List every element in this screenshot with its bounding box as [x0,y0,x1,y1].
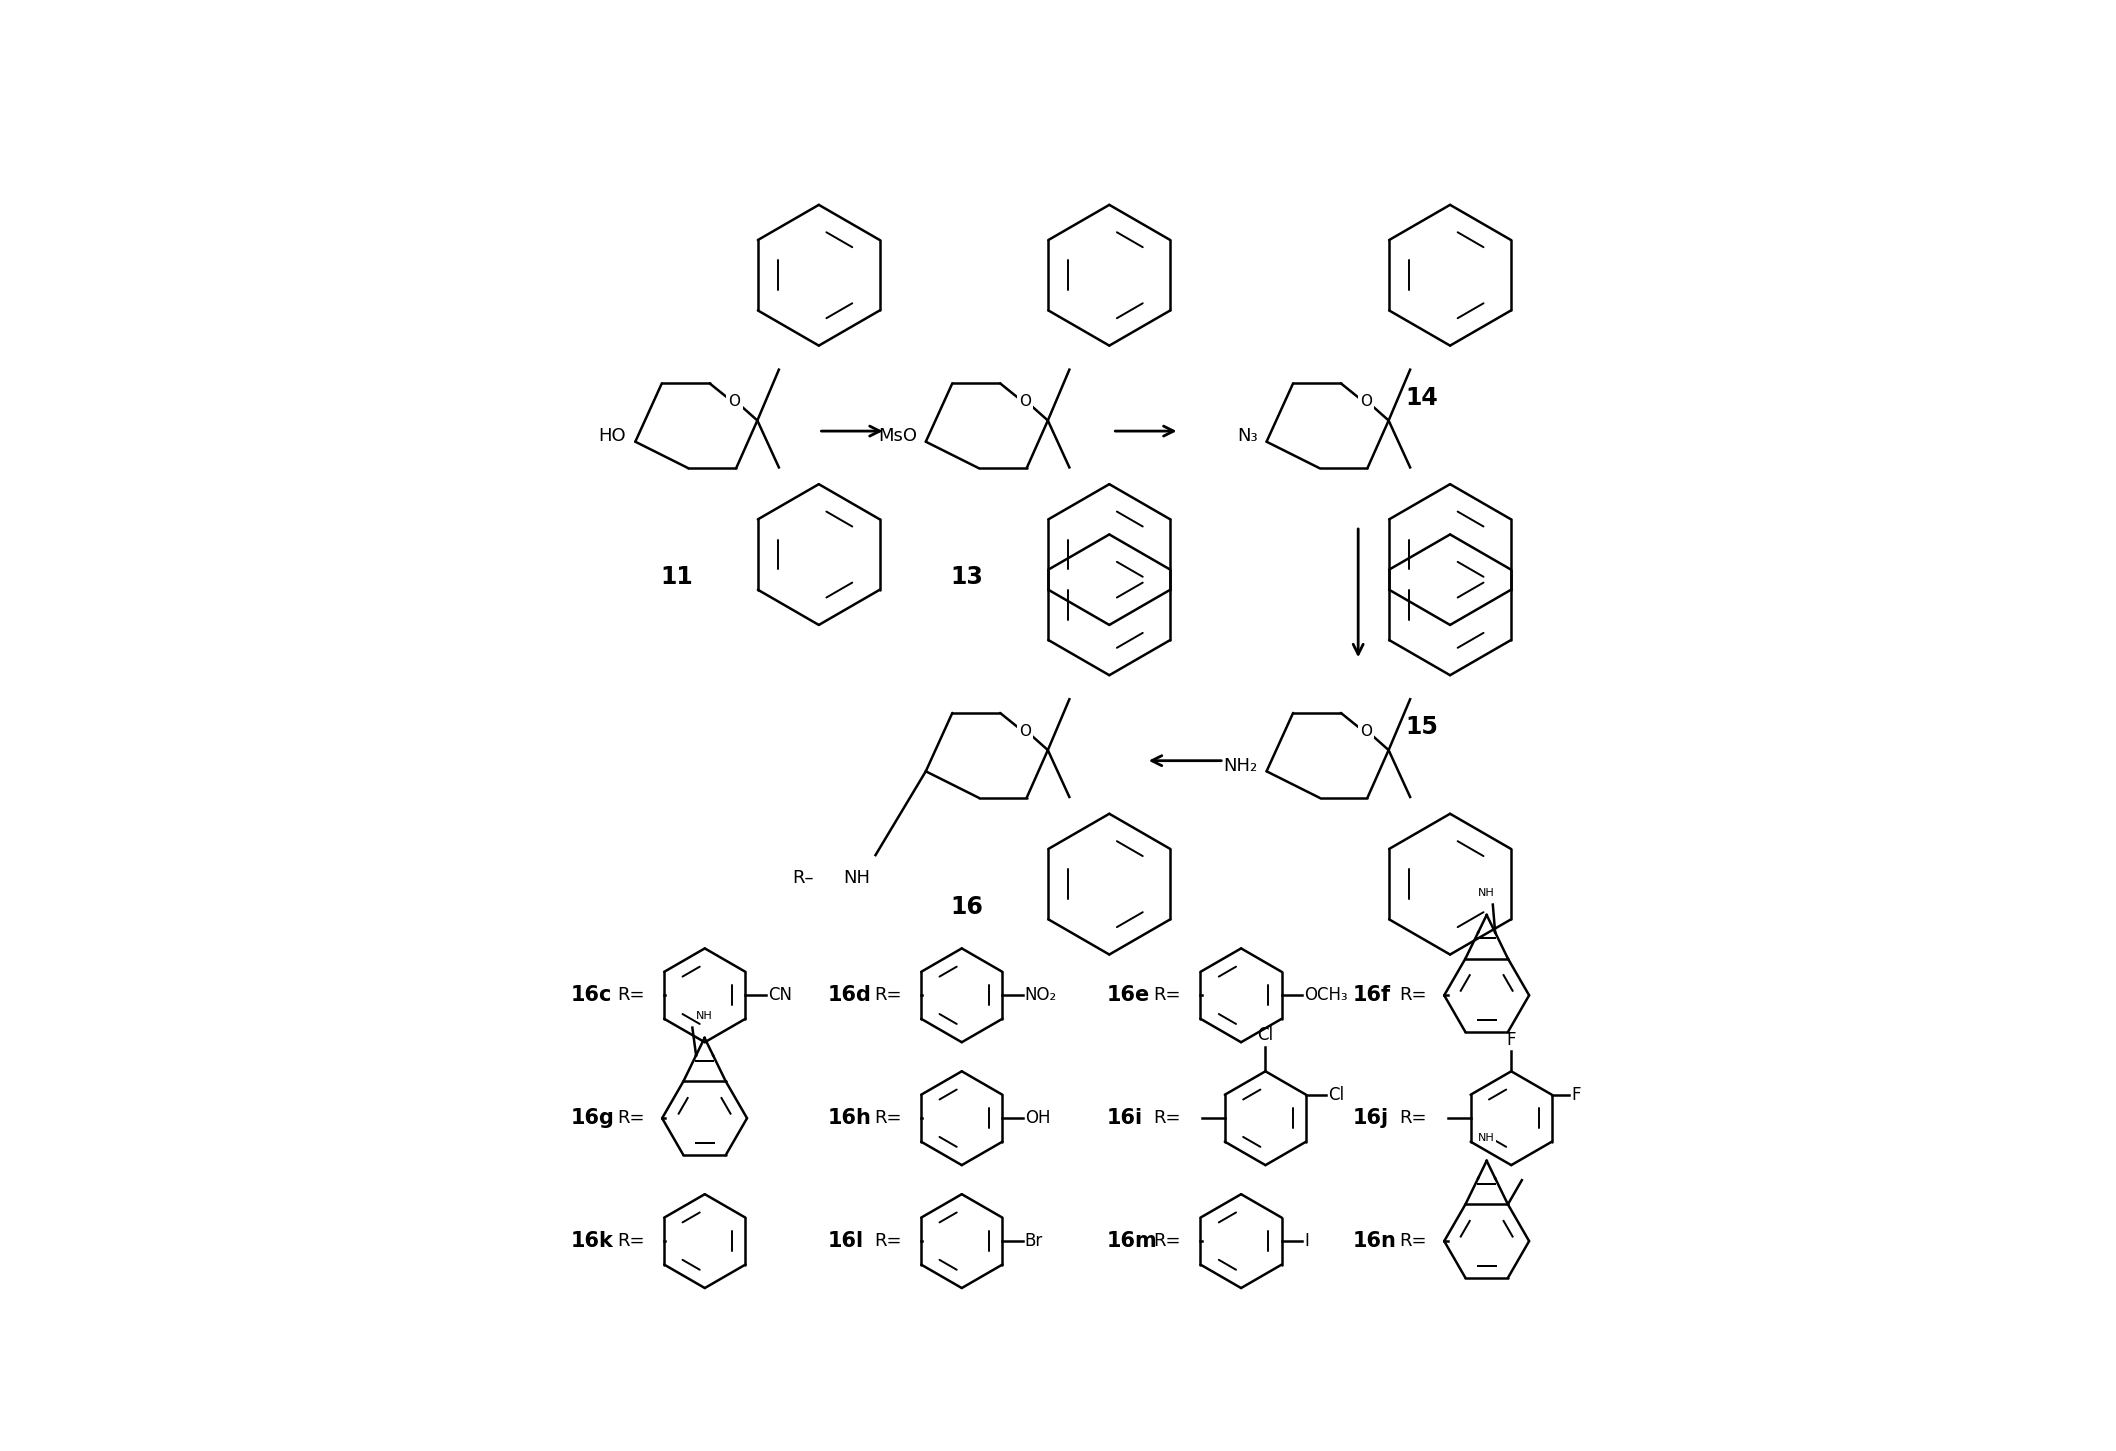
Text: I: I [1303,1232,1310,1251]
Text: R=: R= [618,1232,645,1251]
Text: NH₂: NH₂ [1223,757,1257,775]
Text: R=: R= [1153,1232,1181,1251]
Text: Cl: Cl [1329,1085,1344,1104]
Text: NH: NH [696,1010,713,1020]
Text: R=: R= [1153,987,1181,1004]
Text: Br: Br [1024,1232,1043,1251]
Text: R=: R= [1399,987,1426,1004]
Text: Cl: Cl [1257,1026,1274,1045]
Text: R=: R= [1399,1232,1426,1251]
Text: 16n: 16n [1352,1230,1397,1251]
Text: 16: 16 [950,895,984,918]
Text: R–: R– [794,869,815,887]
Text: N₃: N₃ [1238,427,1257,445]
Text: HO: HO [599,427,626,445]
Text: 16e: 16e [1107,985,1149,1006]
Text: 16j: 16j [1352,1109,1388,1129]
Text: 14: 14 [1405,386,1439,409]
Text: O: O [728,395,741,409]
Text: 16d: 16d [827,985,872,1006]
Text: 16i: 16i [1107,1109,1143,1129]
Text: 16l: 16l [827,1230,863,1251]
Text: 16g: 16g [571,1109,614,1129]
Text: R=: R= [874,1232,901,1251]
Text: 15: 15 [1405,715,1439,739]
Text: NH: NH [1479,1133,1496,1143]
Text: R=: R= [874,987,901,1004]
Text: 11: 11 [660,564,694,589]
Text: 16m: 16m [1107,1230,1157,1251]
Text: NO₂: NO₂ [1024,987,1058,1004]
Text: 16h: 16h [827,1109,872,1129]
Text: R=: R= [874,1109,901,1127]
Text: OH: OH [1024,1109,1050,1127]
Text: 13: 13 [950,564,984,589]
Text: NH: NH [842,869,870,887]
Text: R=: R= [1153,1109,1181,1127]
Text: F: F [1570,1085,1581,1104]
Text: O: O [1361,395,1371,409]
Text: R=: R= [1399,1109,1426,1127]
Text: MsO: MsO [878,427,916,445]
Text: O: O [1020,724,1030,739]
Text: R=: R= [618,987,645,1004]
Text: CN: CN [768,987,791,1004]
Text: O: O [1020,395,1030,409]
Text: OCH₃: OCH₃ [1303,987,1348,1004]
Text: 16k: 16k [571,1230,614,1251]
Text: 16f: 16f [1352,985,1390,1006]
Text: 16c: 16c [571,985,612,1006]
Text: O: O [1361,724,1371,739]
Text: R=: R= [618,1109,645,1127]
Text: NH: NH [1479,888,1496,898]
Text: F: F [1507,1032,1515,1049]
